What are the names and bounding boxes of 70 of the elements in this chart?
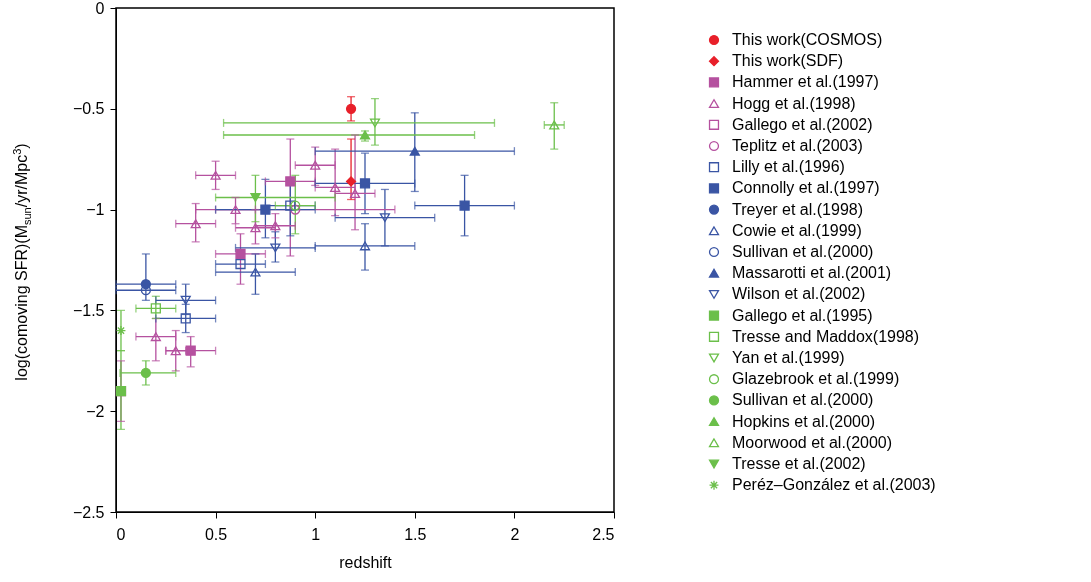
point <box>235 248 246 260</box>
y-tick-label: −2 <box>86 402 105 420</box>
legend-label: Teplitz et al.(2003) <box>732 137 863 154</box>
point <box>185 345 196 356</box>
legend-label: Tresse and Maddox(1998) <box>732 327 920 345</box>
legend-label: Hopkins et al.(2000) <box>732 412 876 430</box>
point <box>210 170 221 180</box>
point <box>260 204 271 215</box>
x-tick-label: 2.5 <box>592 525 615 543</box>
legend-label: Tresse et al.(2002) <box>732 455 866 472</box>
point <box>180 295 191 305</box>
legend-label: This work(SDF) <box>732 52 844 70</box>
point <box>285 176 296 187</box>
legend-label: Glazebrook et al.(1999) <box>732 370 900 388</box>
legend-label: Gallego et al.(2002) <box>732 115 873 133</box>
point <box>549 120 560 130</box>
x-tick-label: 2 <box>510 525 520 543</box>
point <box>379 213 391 223</box>
point <box>270 243 281 253</box>
y-tick-label: −2.5 <box>72 503 105 521</box>
x-tick-label: 0.5 <box>204 525 228 543</box>
point <box>359 241 371 251</box>
point <box>345 176 357 187</box>
point <box>115 325 127 336</box>
legend-label: Treyer et al.(1998) <box>732 200 864 218</box>
point <box>230 205 241 215</box>
legend-label: Gallego et al.(1995) <box>732 306 873 324</box>
y-tick-label: −0.5 <box>72 100 105 118</box>
x-axis-title: redshift <box>339 553 393 571</box>
point <box>345 103 357 114</box>
legend-label: Cowie et al.(1999) <box>732 221 862 239</box>
legend-label: Peréz–González et al.(2003) <box>732 476 936 494</box>
y-tick-label: −1.5 <box>72 301 105 319</box>
point <box>150 332 161 342</box>
x-tick-label: 1 <box>311 525 321 543</box>
point <box>290 200 301 211</box>
point <box>290 204 301 215</box>
point <box>409 146 420 156</box>
point <box>180 313 191 324</box>
x-tick-label: 0 <box>116 525 126 543</box>
legend-label: Moorwood et al.(2000) <box>732 433 893 451</box>
point <box>285 200 296 211</box>
legend-label: Sullivan et al.(2000) <box>732 391 874 409</box>
point <box>349 188 361 198</box>
legend-label: Hogg et al.(1998) <box>732 94 856 112</box>
point <box>369 118 381 128</box>
point <box>330 182 341 192</box>
point <box>459 200 470 211</box>
legend-label: This work(COSMOS) <box>732 31 883 48</box>
legend-label: Lilly et al.(1996) <box>732 158 845 176</box>
x-tick-label: 1.5 <box>404 525 427 543</box>
legend-label: Wilson et al.(2002) <box>732 285 866 303</box>
point <box>250 192 261 203</box>
point <box>270 221 281 231</box>
point <box>250 267 261 277</box>
point <box>190 219 201 229</box>
legend-label: Massarotti et al.(2001) <box>732 264 892 282</box>
point <box>250 223 261 233</box>
point <box>150 303 161 314</box>
point <box>235 258 246 270</box>
point <box>310 160 321 170</box>
y-tick-label: −1 <box>86 201 105 219</box>
y-tick-label: 0 <box>95 0 105 17</box>
legend-label: Hammer et al.(1997) <box>732 73 879 91</box>
point <box>140 367 151 379</box>
point <box>359 178 371 189</box>
legend-label: Sullivan et al.(2000) <box>732 243 874 260</box>
point <box>170 346 181 356</box>
legend-label: Yan et al.(1999) <box>732 349 845 366</box>
legend-label: Connolly et al.(1997) <box>732 179 880 197</box>
